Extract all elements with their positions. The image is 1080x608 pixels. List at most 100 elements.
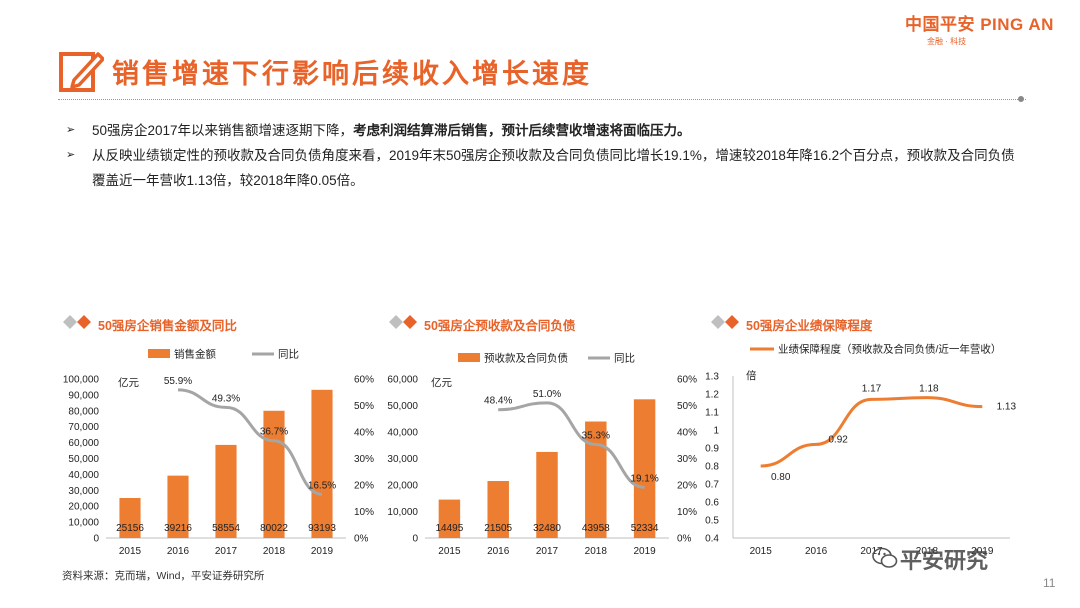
- bar-2019: [311, 389, 333, 538]
- y-tick-label: 0.9: [705, 444, 719, 455]
- x-tick-label: 2019: [633, 546, 656, 557]
- x-tick-label: 2018: [263, 546, 286, 557]
- y-tick-label: 30,000: [387, 454, 418, 465]
- yoy-value-label: 48.4%: [484, 396, 512, 407]
- y-tick-label: 40,000: [68, 470, 99, 481]
- bar-value-label: 39216: [164, 523, 192, 534]
- y-tick-label: 1.2: [705, 390, 719, 401]
- y-tick-label: 60,000: [68, 438, 99, 449]
- bullet-item: ➢ 50强房企2017年以来销售额增速逐期下降，考虑利润结算滞后销售，预计后续营…: [66, 118, 1026, 143]
- source-note: 资料来源：克而瑞，Wind，平安证券研究所: [62, 570, 265, 582]
- page-title: 销售增速下行影响后续收入增长速度: [112, 59, 592, 90]
- bar-2017: [536, 451, 558, 538]
- y2-tick-label: 20%: [677, 481, 697, 492]
- divider-dot: [1018, 96, 1024, 102]
- y-tick-label: 60,000: [387, 375, 418, 386]
- diamond-bullet-icon: [389, 315, 417, 329]
- y-tick-label: 0.5: [705, 516, 719, 527]
- x-tick-label: 2016: [805, 546, 828, 557]
- y-tick-label: 0.8: [705, 462, 719, 473]
- yoy-value-label: 49.3%: [212, 393, 240, 404]
- bar-value-label: 43958: [582, 523, 610, 534]
- bar-value-label: 58554: [212, 523, 240, 534]
- panel-title-advance: 50强房企预收款及合同负债: [424, 319, 576, 333]
- y-tick-label: 0: [412, 534, 418, 545]
- watermark-text: 平安研究: [900, 548, 989, 573]
- y2-tick-label: 30%: [677, 454, 697, 465]
- diamond-bullet-icon: [711, 315, 739, 329]
- coverage-value-label: 1.18: [919, 384, 939, 395]
- y-tick-label: 1: [713, 426, 719, 437]
- y-tick-label: 0: [93, 534, 99, 545]
- bullet-item: ➢ 从反映业绩锁定性的预收款及合同负债角度来看，2019年末50强房企预收款及合…: [66, 143, 1026, 193]
- bar-value-label: 25156: [116, 523, 144, 534]
- x-tick-label: 2018: [916, 546, 939, 557]
- legend-label: 同比: [614, 352, 635, 365]
- bar-2017: [215, 444, 237, 538]
- diamond-bullet-icon: [63, 315, 91, 329]
- yoy-line: [498, 401, 645, 489]
- y-tick-label: 10,000: [68, 518, 99, 529]
- y-axis-unit: 亿元: [431, 376, 452, 389]
- x-tick-label: 2017: [215, 546, 238, 557]
- y2-tick-label: 10%: [677, 507, 697, 518]
- panel-title-coverage: 50强房企业绩保障程度: [746, 319, 873, 333]
- y-tick-label: 100,000: [63, 375, 100, 386]
- legend-label: 预收款及合同负债: [484, 352, 568, 365]
- bar-value-label: 80022: [260, 523, 288, 534]
- coverage-value-label: 0.92: [828, 434, 848, 445]
- bullet-arrow-icon: ➢: [66, 149, 76, 161]
- legend-swatch-bar: [148, 349, 170, 358]
- panel-title-sales: 50强房企销售金额及同比: [98, 319, 237, 333]
- x-tick-label: 2016: [167, 546, 190, 557]
- yoy-line: [177, 388, 323, 496]
- y-tick-label: 20,000: [68, 502, 99, 513]
- y-axis-unit: 倍: [746, 369, 757, 382]
- y-tick-label: 80,000: [68, 406, 99, 417]
- bullet-bold-text: 考虑利润结算滞后销售，预计后续营收增速将面临压力。: [353, 123, 691, 138]
- y-tick-label: 50,000: [387, 401, 418, 412]
- y-tick-label: 1.3: [705, 372, 719, 383]
- bar-2016: [167, 475, 189, 538]
- coverage-value-label: 0.80: [771, 472, 791, 483]
- brand-tagline: 金融 · 科技: [927, 37, 967, 46]
- legend-label: 同比: [278, 348, 299, 361]
- bar-value-label: 21505: [484, 523, 512, 534]
- y-tick-label: 0.4: [705, 534, 719, 545]
- x-tick-label: 2017: [860, 546, 883, 557]
- bar-2019: [633, 399, 656, 538]
- x-tick-label: 2015: [438, 546, 461, 557]
- y-tick-label: 20,000: [387, 481, 418, 492]
- y-axis-unit: 亿元: [118, 376, 139, 389]
- y-tick-label: 1.1: [705, 408, 719, 419]
- y-tick-label: 0.6: [705, 498, 719, 509]
- coverage-line: [760, 396, 983, 468]
- x-tick-label: 2018: [585, 546, 608, 557]
- yoy-value-label: 36.7%: [260, 427, 288, 438]
- y-tick-label: 10,000: [387, 507, 418, 518]
- bar-2016: [487, 481, 509, 538]
- x-tick-label: 2017: [536, 546, 559, 557]
- y-tick-label: 70,000: [68, 422, 99, 433]
- y-tick-label: 90,000: [68, 390, 99, 401]
- y-tick-label: 0.7: [705, 480, 719, 491]
- bar-2015: [119, 498, 141, 538]
- legend-label: 销售金额: [174, 348, 216, 361]
- x-tick-label: 2015: [750, 546, 773, 557]
- yoy-value-label: 19.1%: [630, 473, 658, 484]
- y2-tick-label: 40%: [354, 428, 374, 439]
- yoy-value-label: 51.0%: [533, 389, 561, 400]
- y2-tick-label: 60%: [354, 375, 374, 386]
- y2-tick-label: 30%: [354, 454, 374, 465]
- yoy-value-label: 16.5%: [308, 480, 336, 491]
- x-tick-label: 2016: [487, 546, 510, 557]
- legend-swatch-bar: [458, 353, 480, 362]
- coverage-value-label: 1.17: [862, 383, 882, 394]
- page-number: 11: [1043, 576, 1056, 590]
- y2-tick-label: 0%: [354, 534, 369, 545]
- bullet-text: 从反映业绩锁定性的预收款及合同负债角度来看，2019年末50强房企预收款及合同负…: [92, 148, 1015, 188]
- y2-tick-label: 20%: [354, 481, 374, 492]
- y2-tick-label: 40%: [677, 428, 697, 439]
- bullet-arrow-icon: ➢: [66, 124, 76, 136]
